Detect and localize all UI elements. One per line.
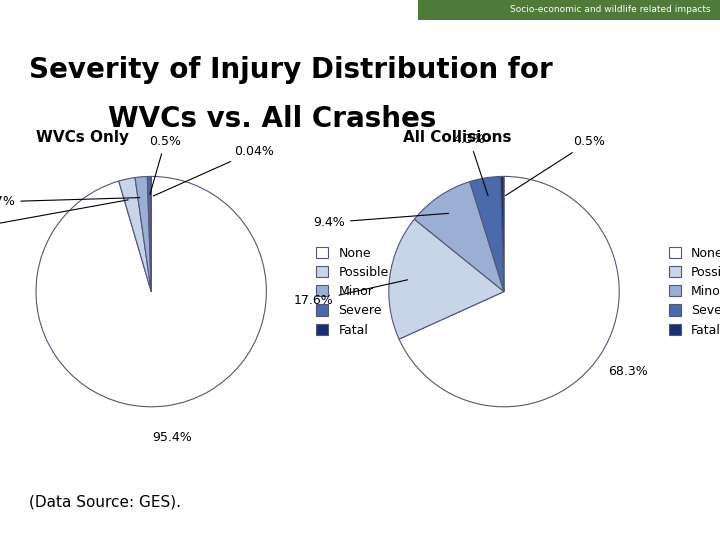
Text: All Collisions: All Collisions (403, 130, 512, 145)
Text: Socio-economic and wildlife related impacts: Socio-economic and wildlife related impa… (510, 5, 711, 15)
Text: 0.5%: 0.5% (505, 136, 605, 195)
Text: 95.4%: 95.4% (153, 431, 192, 444)
Wedge shape (415, 181, 504, 292)
Text: 0.5%: 0.5% (149, 136, 181, 194)
Wedge shape (119, 178, 151, 292)
Text: 9.4%: 9.4% (313, 213, 449, 229)
Text: 0.04%: 0.04% (153, 145, 274, 196)
Wedge shape (135, 177, 151, 292)
Wedge shape (470, 177, 504, 292)
Legend: None, Possible, Minor, Severe, Fatal: None, Possible, Minor, Severe, Fatal (669, 247, 720, 336)
Wedge shape (148, 177, 151, 292)
Text: 17.6%: 17.6% (294, 280, 408, 307)
Wedge shape (399, 177, 619, 407)
Text: 68.3%: 68.3% (608, 365, 647, 379)
Wedge shape (500, 177, 504, 292)
Wedge shape (36, 177, 266, 407)
Text: 1.7%: 1.7% (0, 195, 140, 208)
Legend: None, Possible, Minor, Severe, Fatal: None, Possible, Minor, Severe, Fatal (316, 247, 389, 336)
Wedge shape (389, 219, 504, 339)
Text: Severity of Injury Distribution for: Severity of Injury Distribution for (29, 56, 552, 84)
Text: 4.3%: 4.3% (454, 133, 488, 195)
Text: (Data Source: GES).: (Data Source: GES). (29, 495, 181, 510)
Text: 2.3%: 2.3% (0, 200, 128, 235)
Text: WVCs Only: WVCs Only (36, 130, 129, 145)
Text: WVCs vs. All Crashes: WVCs vs. All Crashes (108, 105, 436, 133)
